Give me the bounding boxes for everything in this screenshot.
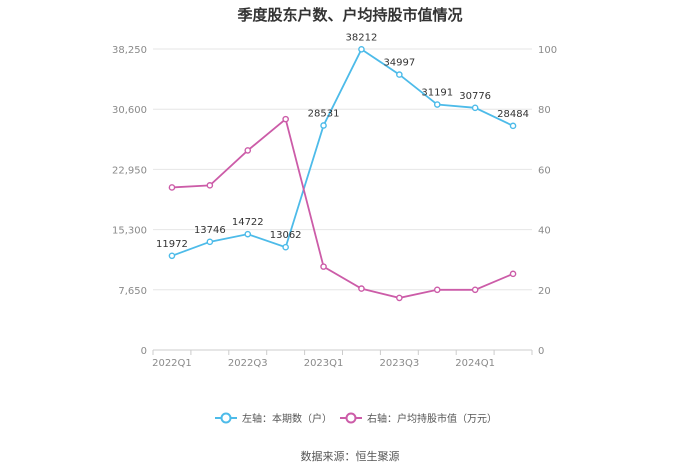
data-point[interactable]: [433, 286, 441, 294]
legend-item[interactable]: 右轴：户均持股市值（万元）: [340, 412, 497, 425]
x-axis-tick-label: 2023Q3: [380, 358, 420, 369]
chart-title: 季度股东户数、户均持股市值情况: [237, 6, 462, 24]
data-source: 数据来源：恒生聚源: [301, 449, 400, 463]
data-point[interactable]: [206, 182, 214, 189]
data-point[interactable]: [168, 252, 176, 260]
left-axis-tick-label: 0: [141, 346, 147, 357]
x-axis-tick-label: 2023Q1: [304, 358, 344, 369]
legend-item[interactable]: 左轴：本期数（户）: [215, 412, 332, 425]
data-label: 28531: [308, 108, 340, 119]
data-label: 14722: [232, 217, 264, 228]
data-point[interactable]: [358, 285, 365, 292]
left-axis-tick-label: 30,600: [112, 105, 147, 116]
legend-swatch-marker: [345, 412, 357, 424]
data-label: 34997: [383, 58, 415, 69]
legend-label: 右轴：户均持股市值（万元）: [367, 412, 497, 425]
data-point[interactable]: [244, 230, 252, 238]
data-point[interactable]: [396, 71, 403, 78]
legend-swatch-marker: [220, 412, 232, 424]
data-point[interactable]: [244, 147, 252, 154]
data-point[interactable]: [433, 101, 441, 108]
data-point[interactable]: [282, 243, 289, 251]
right-axis-tick-label: 80: [538, 105, 551, 116]
data-point[interactable]: [320, 122, 327, 129]
data-point[interactable]: [358, 45, 365, 53]
series-line: [171, 117, 514, 299]
series-2: [168, 115, 517, 302]
data-label: 38212: [346, 32, 378, 43]
data-point[interactable]: [509, 122, 517, 130]
data-label: 30776: [459, 91, 491, 102]
data-label: 11972: [156, 239, 188, 250]
data-point[interactable]: [206, 238, 214, 246]
data-point[interactable]: [320, 263, 327, 270]
data-point[interactable]: [168, 184, 176, 191]
x-axis-ticks: 2022Q1 2022Q3 2023Q1 2023Q3 2024Q1: [152, 350, 533, 369]
series-layer: 11972 13746 14722 13062 28531 38212 34997 31191…: [156, 32, 529, 302]
data-point[interactable]: [396, 294, 403, 302]
x-axis-tick-label: 2022Q3: [228, 358, 268, 369]
x-axis-tick-label: 2022Q1: [152, 358, 192, 369]
data-point[interactable]: [471, 286, 479, 294]
data-label: 28484: [497, 109, 529, 120]
data-point[interactable]: [509, 270, 517, 278]
x-axis-tick-label: 2024Q1: [455, 358, 495, 369]
left-axis-tick-label: 15,300: [112, 226, 147, 237]
left-axis-tick-label: 22,950: [112, 165, 147, 176]
data-label: 13746: [194, 225, 226, 236]
data-point[interactable]: [282, 115, 289, 123]
left-axis-ticks: 0 7,650 15,300 22,950 30,600 38,250: [112, 45, 147, 357]
right-axis-ticks: 0 20 40 60 80 100: [538, 45, 557, 357]
legend-label: 左轴：本期数（户）: [242, 412, 332, 425]
left-axis-tick-label: 38,250: [112, 45, 147, 56]
right-axis-tick-label: 0: [538, 346, 544, 357]
data-label: 13062: [270, 230, 302, 241]
right-axis-tick-label: 20: [538, 286, 551, 297]
data-point[interactable]: [471, 104, 479, 112]
grid: [153, 48, 532, 351]
series-line: [171, 47, 514, 257]
left-axis-tick-label: 7,650: [118, 286, 147, 297]
legend[interactable]: 左轴：本期数（户） 右轴：户均持股市值（万元）: [215, 412, 497, 425]
right-axis-tick-label: 100: [538, 45, 557, 56]
right-axis-tick-label: 40: [538, 226, 551, 237]
series-1: 11972 13746 14722 13062 28531 38212 34997 31191…: [156, 32, 529, 260]
data-label: 31191: [421, 88, 453, 99]
right-axis-tick-label: 60: [538, 165, 551, 176]
